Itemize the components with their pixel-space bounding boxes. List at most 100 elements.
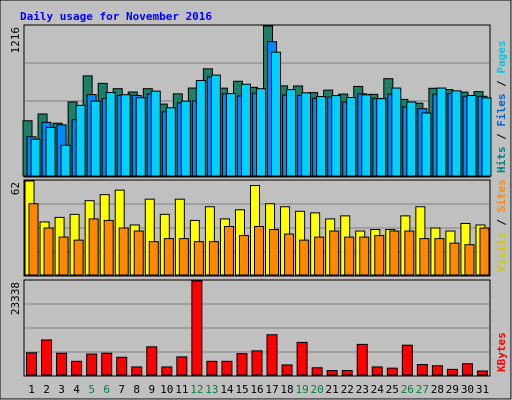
- kbytes-bar-kbytes: [236, 353, 248, 376]
- x-tick-label: 2: [43, 383, 50, 396]
- kbytes-bar-kbytes: [326, 370, 338, 376]
- x-tick-label: 22: [341, 383, 354, 396]
- visits-bar-sites: [464, 244, 475, 276]
- x-tick-label: 1: [28, 383, 35, 396]
- kbytes-bar-kbytes: [146, 346, 158, 376]
- visits-legend-entry: Sites: [495, 179, 508, 212]
- visits-legend: Visits / Sites: [495, 179, 508, 272]
- x-tick-label: 20: [311, 383, 324, 396]
- chart-panels: 1216 Hits / Files / Pages 62 Visits / Sites…: [9, 24, 508, 377]
- visits-bar-sites: [73, 239, 84, 276]
- kbytes-bar-kbytes: [221, 360, 233, 376]
- x-tick-label: 14: [220, 383, 234, 396]
- kbytes-panel: 23338 KBytes: [9, 279, 508, 377]
- hits-bar-pages: [316, 96, 327, 177]
- hits-bar-pages: [150, 90, 161, 177]
- x-tick-label: 31: [476, 383, 489, 396]
- x-tick-label: 23: [356, 383, 369, 396]
- visits-legend-entry: Visits: [495, 232, 508, 272]
- visits-legend-entry: /: [495, 212, 508, 232]
- hits-bar-pages: [195, 80, 206, 177]
- kbytes-bar-kbytes: [401, 344, 413, 376]
- kbytes-bar-kbytes: [356, 343, 368, 376]
- visits-bar-sites: [314, 236, 325, 276]
- kbytes-bar-kbytes: [446, 368, 458, 376]
- kbytes-bar-kbytes: [386, 367, 398, 376]
- kbytes-bar-kbytes: [176, 356, 188, 376]
- hits-bar-pages: [225, 93, 236, 177]
- x-axis: 1 2 3 4 5 6 7 8 9 10 11 12 13 14 15 16 17 18 19 20 21 22 23 24 2…: [28, 383, 489, 396]
- hits-bar-pages: [256, 88, 266, 177]
- x-tick-label: 18: [280, 383, 293, 396]
- hits-bar-pages: [210, 74, 221, 177]
- hits-bar-pages: [30, 138, 41, 177]
- x-tick-label: 11: [175, 383, 188, 396]
- visits-bar-sites: [479, 227, 490, 276]
- hits-bar-pages: [135, 97, 146, 177]
- x-tick-label: 6: [103, 383, 110, 396]
- kbytes-bar-kbytes: [116, 356, 128, 376]
- x-tick-label: 3: [58, 383, 65, 396]
- x-tick-label: 28: [431, 383, 444, 396]
- hits-legend: Hits / Files / Pages: [495, 41, 508, 174]
- kbytes-bar-kbytes: [26, 352, 38, 376]
- hits-bar-pages: [60, 144, 71, 177]
- kbytes-legend: KBytes: [495, 332, 508, 372]
- kbytes-bar-kbytes: [341, 370, 353, 376]
- hits-bar-pages: [346, 97, 357, 177]
- x-tick-label: 29: [446, 383, 459, 396]
- hits-bar-pages: [376, 98, 387, 177]
- visits-bar-sites: [374, 235, 385, 276]
- x-tick-label: 16: [250, 383, 263, 396]
- x-tick-label: 5: [88, 383, 95, 396]
- visits-bar-sites: [163, 238, 174, 276]
- hits-bar-pages: [120, 94, 131, 177]
- visits-bar-sites: [223, 225, 234, 276]
- x-tick-label: 25: [386, 383, 399, 396]
- hits-bar-pages: [451, 90, 462, 177]
- kbytes-bar-kbytes: [476, 370, 488, 376]
- hits-max-label: 1216: [9, 27, 22, 54]
- hits-bar-pages: [180, 100, 191, 177]
- visits-bar-sites: [359, 236, 370, 276]
- x-tick-label: 12: [190, 383, 203, 396]
- kbytes-bar-kbytes: [296, 341, 308, 376]
- hits-bar-pages: [331, 95, 342, 177]
- hits-bar-pages: [286, 89, 297, 177]
- x-tick-label: 10: [160, 383, 173, 396]
- kbytes-bar-kbytes: [161, 366, 173, 376]
- hits-bar-pages: [240, 83, 251, 177]
- x-tick-label: 24: [371, 383, 385, 396]
- x-tick-label: 8: [133, 383, 140, 396]
- x-tick-label: 7: [118, 383, 125, 396]
- visits-bar-sites: [449, 242, 460, 276]
- visits-bar-sites: [178, 238, 189, 276]
- visits-bar-sites: [103, 219, 114, 276]
- visits-bar-sites: [269, 229, 280, 276]
- hits-bar-pages: [391, 87, 402, 177]
- visits-panel: 62 Visits / Sites: [9, 179, 508, 277]
- visits-bar-sites: [208, 241, 219, 276]
- kbytes-bar-kbytes: [71, 360, 83, 376]
- kbytes-bar-kbytes: [311, 367, 323, 376]
- kbytes-bar-kbytes: [101, 352, 113, 376]
- hits-legend-entry: /: [495, 74, 508, 94]
- x-tick-label: 19: [295, 383, 308, 396]
- x-tick-label: 21: [326, 383, 339, 396]
- visits-bar-sites: [58, 236, 69, 276]
- visits-bar-sites: [344, 236, 355, 276]
- hits-bar-pages: [301, 92, 312, 177]
- kbytes-bar-kbytes: [41, 339, 53, 376]
- visits-bar-sites: [28, 203, 39, 276]
- visits-bar-sites: [254, 225, 264, 276]
- visits-bar-sites: [148, 241, 159, 276]
- kbytes-bar-kbytes: [251, 350, 263, 376]
- hits-panel: 1216 Hits / Files / Pages: [9, 24, 508, 178]
- kbytes-bar-kbytes: [206, 360, 218, 376]
- kbytes-bar-kbytes: [416, 364, 428, 376]
- visits-bar-sites: [43, 227, 54, 276]
- hits-legend-entry: /: [495, 127, 508, 147]
- hits-bar-pages: [165, 107, 176, 177]
- kbytes-bar-kbytes: [131, 366, 143, 376]
- visits-bar-sites: [284, 233, 295, 276]
